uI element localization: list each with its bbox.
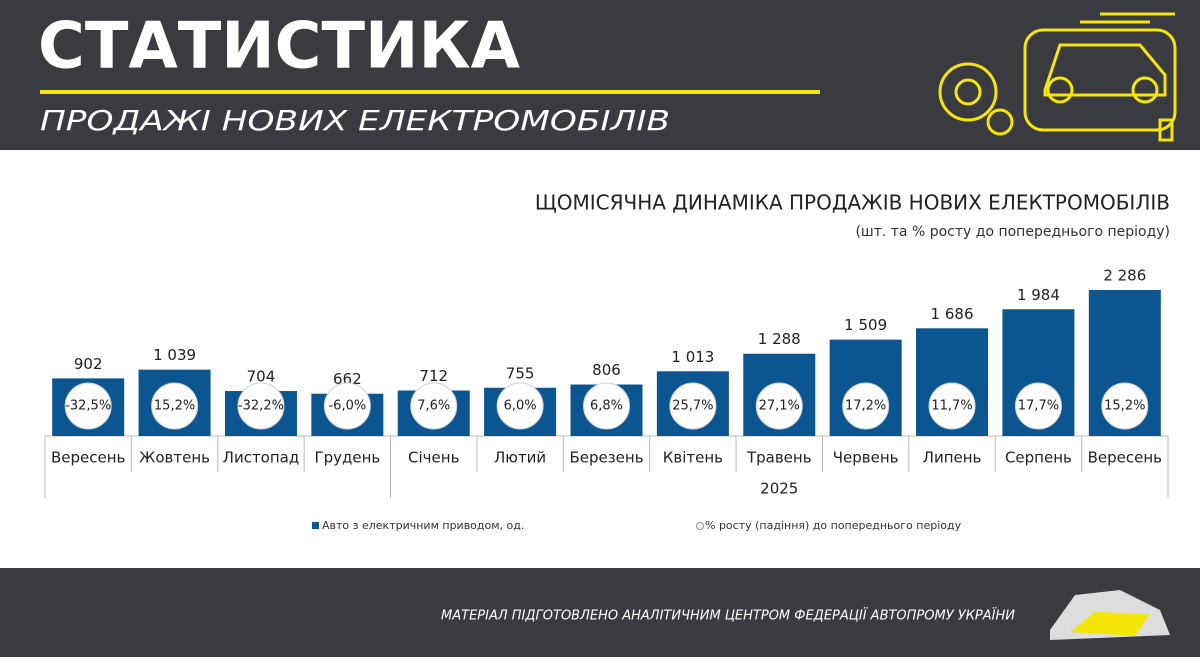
x-tick-label: Червень [833, 449, 899, 467]
bar-value-label: 1 013 [671, 348, 714, 366]
percent-marker [496, 382, 544, 430]
bar-value-label: 1 984 [1017, 286, 1060, 304]
percent-marker [842, 382, 890, 430]
percent-marker [151, 382, 199, 430]
x-tick-label: Травень [746, 449, 812, 467]
percent-label: 6,8% [590, 399, 623, 414]
footer-text: МАТЕРІАЛ ПІДГОТОВЛЕНО АНАЛІТИЧНИМ ЦЕНТРО… [441, 608, 1015, 624]
percent-marker [583, 382, 630, 430]
bar-value-label: 1 039 [153, 346, 196, 364]
percent-label: 11,7% [931, 399, 972, 414]
percent-label: 25,7% [672, 399, 713, 414]
bar-value-label: 902 [74, 355, 103, 373]
percent-marker [323, 382, 371, 430]
percent-label: -32,2% [238, 399, 284, 414]
x-tick-label: Березень [569, 449, 643, 467]
header-title: СТАТИСТИКА [38, 10, 520, 84]
bar-value-label: 1 686 [931, 305, 974, 323]
percent-label: 6,0% [504, 399, 537, 414]
x-tick-label: Січень [408, 449, 459, 467]
percent-label: 27,1% [759, 399, 800, 414]
percent-marker [1014, 382, 1062, 430]
percent-label: 17,7% [1018, 399, 1059, 414]
percent-label: 15,2% [154, 399, 195, 414]
percent-label: 7,6% [417, 399, 450, 414]
chart-subtitle: (шт. та % росту до попереднього періоду) [855, 224, 1170, 240]
percent-label: -32,5% [65, 399, 111, 414]
bar-value-label: 1 288 [758, 330, 801, 348]
chart-title: ЩОМІСЯЧНА ДИНАМІКА ПРОДАЖІВ НОВИХ ЕЛЕКТР… [535, 191, 1170, 215]
x-tick-label: Листопад [223, 449, 300, 467]
percent-marker [669, 382, 717, 430]
percent-marker [410, 382, 458, 430]
legend-label: % росту (падіння) до попереднього період… [705, 519, 962, 532]
legend-label: Авто з електричним приводом, од. [322, 519, 524, 532]
legend-swatch [312, 522, 319, 529]
footer-band [0, 568, 1200, 657]
ev-icon [938, 12, 1177, 142]
header-subtitle: ПРОДАЖІ НОВИХ ЕЛЕКТРОМОБІЛІВ [40, 104, 670, 137]
percent-label: 15,2% [1104, 399, 1145, 414]
x-tick-label: Серпень [1005, 449, 1072, 467]
bar-value-label: 2 286 [1103, 267, 1146, 285]
header-band [0, 0, 1200, 150]
bar-value-label: 806 [592, 361, 621, 379]
bar-value-label: 1 509 [844, 316, 887, 334]
percent-marker [928, 382, 976, 430]
percent-marker [237, 382, 285, 430]
footer-logo [1050, 590, 1170, 640]
percent-label: 17,2% [845, 399, 886, 414]
x-tick-label: Квітень [663, 449, 723, 467]
percent-label: -6,0% [328, 399, 366, 414]
x-tick-label: Вересень [1088, 449, 1162, 467]
header-rule [40, 90, 820, 94]
bar-value-label: 755 [506, 364, 535, 382]
group-label: 2025 [760, 480, 798, 498]
x-tick-label: Жовтень [139, 449, 210, 467]
bar-value-label: 712 [419, 367, 448, 385]
percent-marker [755, 382, 803, 430]
x-tick-label: Липень [923, 449, 982, 467]
x-tick-label: Лютий [494, 449, 546, 467]
x-tick-label: Грудень [314, 449, 380, 467]
bar-value-label: 704 [247, 368, 276, 386]
x-tick-label: Вересень [51, 449, 125, 467]
percent-marker [1101, 382, 1149, 430]
percent-marker [64, 382, 112, 430]
legend-swatch [696, 522, 704, 530]
